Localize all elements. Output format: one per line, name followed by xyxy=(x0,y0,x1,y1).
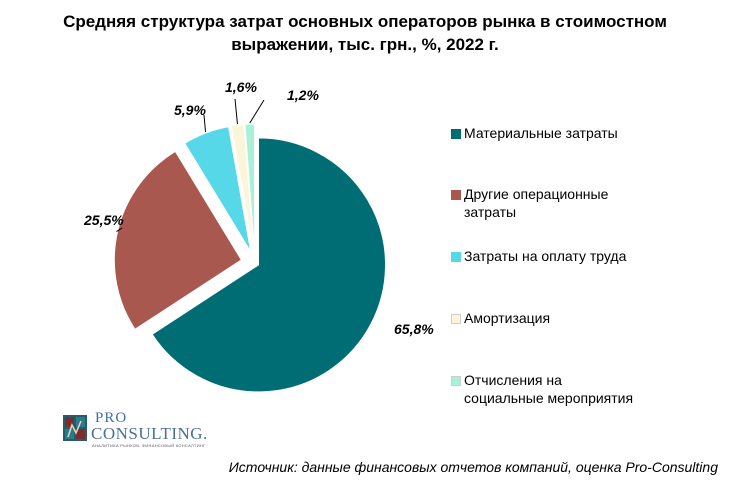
legend-label: Материальные затраты xyxy=(464,125,618,141)
chart-title-line-1: Средняя структура затрат основных операт… xyxy=(63,12,667,31)
legend-swatch xyxy=(451,314,461,324)
legend-label: социальные мероприятия xyxy=(464,390,634,406)
legend-item-labor: Затраты на оплату труда xyxy=(451,247,721,265)
legend-item-other-operating: Другие операционные затраты xyxy=(451,185,721,221)
legend-label: Амортизация xyxy=(464,310,551,326)
pie-slice-depreciation xyxy=(230,123,254,252)
pie-slice-labor xyxy=(184,126,252,253)
pro-consulting-logo: PRO CONSULTING. АНАЛИТИКА РЫНКОВ, ФИНАНС… xyxy=(62,410,212,448)
legend-swatch xyxy=(451,252,461,262)
data-label-material: 65,8% xyxy=(394,321,434,337)
legend-item-material: Материальные затраты xyxy=(451,124,721,142)
leader-line-other-operating xyxy=(116,227,123,233)
data-label-other-operating: 25,5% xyxy=(83,212,124,228)
legend-item-depreciation: Амортизация xyxy=(451,309,721,327)
legend-label: Отчисления на xyxy=(464,372,562,388)
legend-label: Затраты на оплату труда xyxy=(464,248,627,264)
source-note: Источник: данные финансовых отчетов комп… xyxy=(228,459,718,475)
data-label-social: 1,2% xyxy=(287,87,319,103)
data-label-depreciation: 1,6% xyxy=(225,79,257,95)
legend-label: затраты xyxy=(464,204,517,220)
pie-slice-social xyxy=(244,123,256,252)
legend-item-social: Отчисления на социальные мероприятия xyxy=(451,371,721,407)
leader-line-social xyxy=(249,99,265,124)
data-label-labor: 5,9% xyxy=(174,102,206,118)
logo-pro-text: PRO xyxy=(95,410,128,426)
pie-slice-other-operating xyxy=(113,150,243,330)
logo-emblem-icon xyxy=(63,415,87,441)
legend-swatch xyxy=(451,190,461,200)
chart-title-line-2: выражении, тыс. грн., %, 2022 г. xyxy=(231,35,499,54)
leader-line-labor xyxy=(203,114,207,133)
legend-swatch xyxy=(451,376,461,386)
legend-swatch xyxy=(451,129,461,139)
leader-line-depreciation xyxy=(234,98,238,125)
logo-tagline: АНАЛИТИКА РЫНКОВ, ФИНАНСОВЫЙ КОНСАЛТИНГ xyxy=(92,443,206,448)
logo-consulting-text: CONSULTING. xyxy=(91,424,208,443)
legend-label: Другие операционные xyxy=(464,186,609,202)
pie-slice-material xyxy=(151,137,386,393)
chart-title: Средняя структура затрат основных операт… xyxy=(0,10,730,56)
